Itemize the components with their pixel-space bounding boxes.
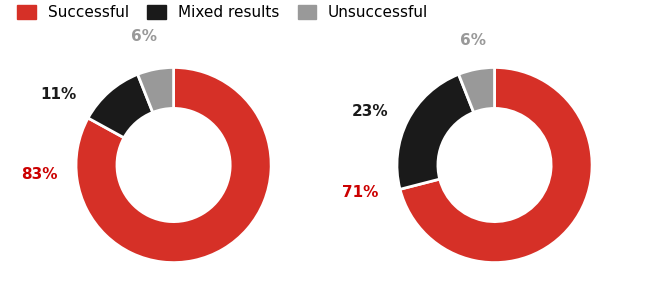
Text: 23%: 23%: [351, 104, 388, 119]
Wedge shape: [88, 74, 153, 138]
Wedge shape: [400, 67, 592, 263]
Wedge shape: [458, 67, 495, 113]
Text: 71%: 71%: [342, 185, 378, 200]
Legend: Successful, Mixed results, Unsuccessful: Successful, Mixed results, Unsuccessful: [14, 2, 432, 23]
Text: 6%: 6%: [131, 29, 157, 44]
Text: 11%: 11%: [41, 87, 77, 102]
Wedge shape: [138, 67, 174, 113]
Text: 6%: 6%: [460, 33, 486, 48]
Wedge shape: [76, 67, 271, 263]
Wedge shape: [397, 74, 474, 189]
Text: 83%: 83%: [21, 167, 57, 182]
